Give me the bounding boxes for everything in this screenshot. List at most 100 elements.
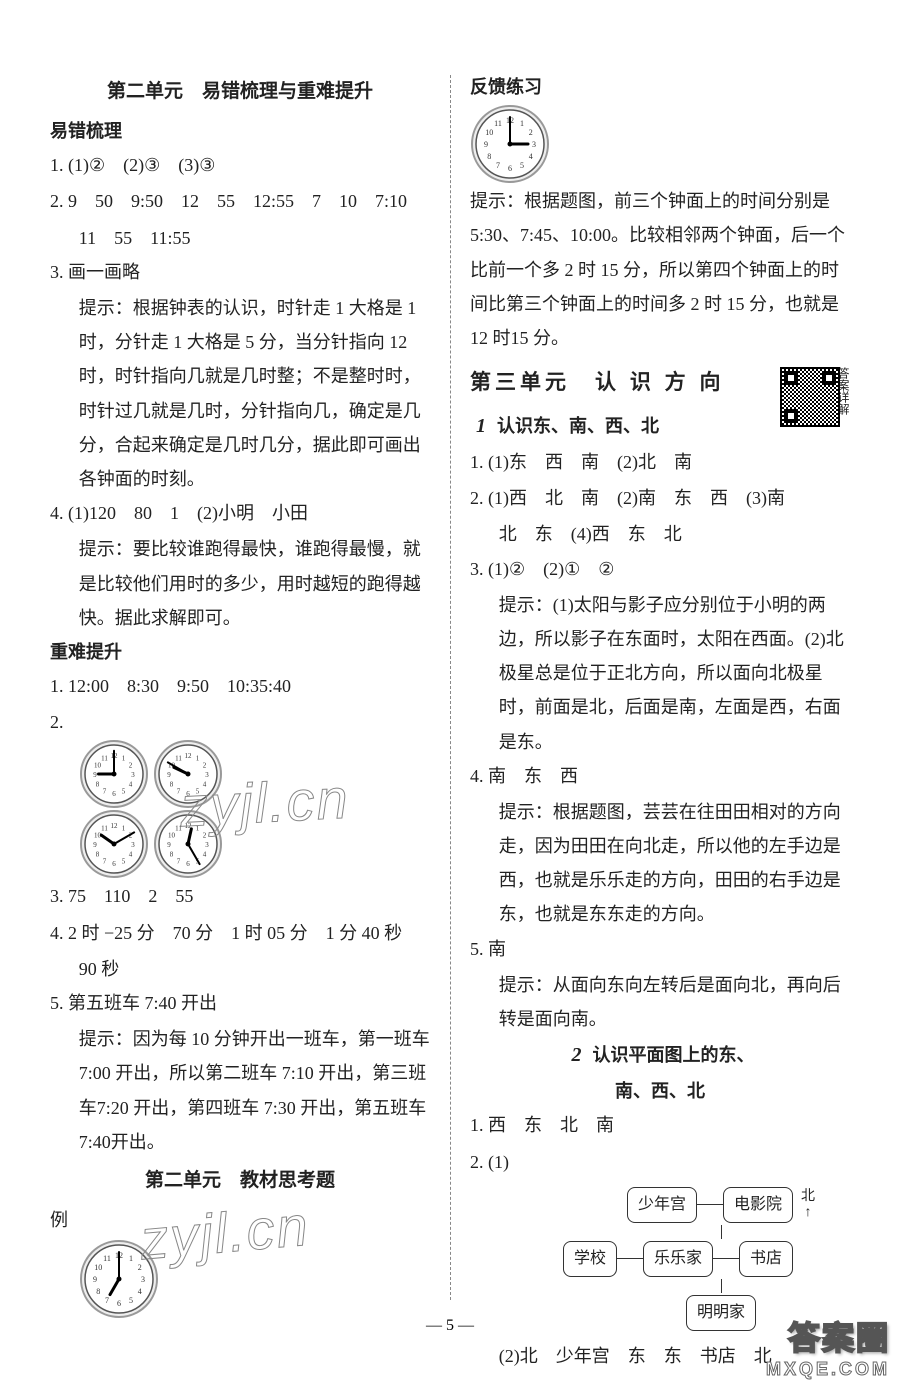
direction-map: 少年宫 电影院 北↑ 学校 乐乐家 书店 明明家 (470, 1185, 850, 1333)
svg-text:12: 12 (110, 822, 118, 830)
column-divider (450, 75, 451, 1300)
l1-2a: 2. (1)西 北 南 (2)南 东 西 (3)南 (470, 481, 850, 515)
badge-bot: MXQE.COM (766, 1359, 890, 1380)
svg-text:1: 1 (196, 755, 200, 763)
svg-text:3: 3 (141, 1275, 145, 1284)
svg-text:4: 4 (203, 851, 207, 859)
answer-page: 第二单元 易错梳理与重难提升 易错梳理 1. (1)② (2)③ (3)③ 2.… (0, 0, 900, 1390)
l1-3: 3. (1)② (2)① ② (470, 552, 850, 586)
clock-3-00: 121234567891011 (470, 104, 550, 184)
lesson2-num: 2 (565, 1036, 587, 1074)
svg-text:6: 6 (187, 790, 191, 798)
hard-subtitle: 重难提升 (50, 635, 430, 669)
clock-7-00: 121234567891011 (79, 1239, 159, 1319)
q3-hint: 提示：根据钟表的认识，时针走 1 大格是 1 时，分针走 1 大格是 5 分，当… (50, 291, 430, 496)
svg-text:7: 7 (103, 858, 107, 866)
svg-text:5: 5 (196, 788, 200, 796)
q4: 4. (1)120 80 1 (2)小明 小田 (50, 496, 430, 530)
unit3-header-wrap: 答案详解 第三单元 认 识 方 向 1 认识东、南、西、北 (470, 363, 850, 445)
feedback-hint: 提示：根据题图，前三个钟面上的时间分别是5:30、7:45、10:00。比较相邻… (470, 184, 850, 355)
l1-4hint: 提示：根据题图，芸芸在往田田相对的方向走，因为田田在向北走，所以他的左手边是西，… (470, 795, 850, 932)
svg-text:2: 2 (129, 762, 133, 770)
svg-text:12: 12 (185, 752, 193, 760)
l1-3hint: 提示：(1)太阳与影子应分别位于小明的两边，所以影子在东面时，太阳在西面。(2)… (470, 588, 850, 759)
l1-5: 5. 南 (470, 932, 850, 966)
svg-text:11: 11 (101, 755, 108, 763)
svg-text:5: 5 (122, 788, 126, 796)
h5: 5. 第五班车 7:40 开出 (50, 986, 430, 1020)
q4-hint: 提示：要比较谁跑得最快，谁跑得最慢，就是比较他们用时的多少，用时越短的跑得越快。… (50, 532, 430, 635)
svg-text:3: 3 (206, 771, 210, 779)
svg-text:3: 3 (206, 841, 210, 849)
svg-text:8: 8 (170, 851, 174, 859)
svg-text:3: 3 (532, 140, 536, 149)
map-mingming: 明明家 (686, 1295, 756, 1331)
h1: 1. 12:00 8:30 9:50 10:35:40 (50, 669, 430, 703)
svg-text:5: 5 (129, 1296, 133, 1305)
l1-4: 4. 南 东 西 (470, 759, 850, 793)
badge-top: 答案圈 (766, 1313, 890, 1359)
h2-clocks: 121234567891011 121234567891011 12123456… (50, 739, 430, 879)
svg-text:9: 9 (93, 1275, 97, 1284)
lesson2-title-a: 认识平面图上的东、 (593, 1045, 755, 1065)
svg-text:9: 9 (484, 140, 488, 149)
lesson2-header: 2 认识平面图上的东、 (470, 1036, 850, 1074)
svg-text:5: 5 (520, 161, 524, 170)
svg-text:1: 1 (196, 825, 200, 833)
svg-text:4: 4 (529, 152, 533, 161)
svg-text:2: 2 (203, 832, 207, 840)
svg-text:7: 7 (103, 788, 107, 796)
svg-text:10: 10 (94, 1263, 102, 1272)
example-label: 例 (50, 1203, 430, 1237)
unit2-review-title: 第二单元 易错梳理与重难提升 (50, 74, 430, 110)
clock-12-25: 121234567891011 (153, 809, 223, 879)
svg-text:6: 6 (187, 860, 191, 868)
svg-text:1: 1 (122, 755, 126, 763)
clock-9-00: 121234567891011 (79, 739, 149, 809)
svg-text:8: 8 (96, 851, 100, 859)
clock-9-50: 121234567891011 (153, 739, 223, 809)
svg-text:1: 1 (129, 1254, 133, 1263)
svg-text:7: 7 (177, 858, 181, 866)
lesson1-num: 1 (470, 407, 492, 445)
svg-text:8: 8 (487, 152, 491, 161)
q2-line2: 11 55 11:55 (50, 221, 430, 255)
h4-line2: 90 秒 (50, 952, 430, 986)
svg-text:11: 11 (494, 119, 502, 128)
svg-text:2: 2 (138, 1263, 142, 1272)
h2-label: 2. (50, 705, 430, 739)
l1-2b: 北 东 (4)西 东 北 (470, 517, 850, 551)
svg-text:6: 6 (112, 860, 116, 868)
svg-text:10: 10 (168, 832, 176, 840)
svg-text:7: 7 (496, 161, 500, 170)
svg-text:4: 4 (129, 851, 133, 859)
svg-text:4: 4 (138, 1287, 142, 1296)
svg-text:4: 4 (203, 781, 207, 789)
l2-2: 2. (1) (470, 1145, 850, 1179)
svg-text:2: 2 (529, 128, 533, 137)
lesson1-title: 认识东、南、西、北 (497, 416, 659, 436)
l1-1: 1. (1)东 西 南 (2)北 南 (470, 445, 850, 479)
example-clock-row: 121234567891011 (50, 1239, 430, 1319)
h3: 3. 75 110 2 55 (50, 879, 430, 913)
q2-line1: 2. 9 50 9:50 12 55 12:55 7 10 7:10 (50, 184, 430, 218)
feedback-clock-row: 121234567891011 (470, 104, 850, 184)
svg-text:1: 1 (520, 119, 524, 128)
svg-text:6: 6 (112, 790, 116, 798)
svg-text:2: 2 (203, 762, 207, 770)
map-bookstore: 书店 (739, 1241, 793, 1277)
page-number: — 5 — (426, 1317, 474, 1335)
svg-text:11: 11 (175, 755, 182, 763)
svg-text:9: 9 (168, 841, 172, 849)
svg-text:3: 3 (131, 771, 135, 779)
combing-subtitle: 易错梳理 (50, 114, 430, 148)
qr-code-icon (780, 367, 840, 427)
q3: 3. 画一画略 (50, 255, 430, 289)
svg-text:6: 6 (117, 1299, 121, 1308)
footer-badge: 答案圈 MXQE.COM (766, 1313, 890, 1380)
right-column: 反馈练习 121234567891011 提示：根据题图，前三个钟面上的时间分别… (450, 70, 850, 1310)
q1: 1. (1)② (2)③ (3)③ (50, 148, 430, 182)
svg-text:1: 1 (122, 825, 126, 833)
svg-text:5: 5 (122, 858, 126, 866)
svg-text:8: 8 (96, 1287, 100, 1296)
